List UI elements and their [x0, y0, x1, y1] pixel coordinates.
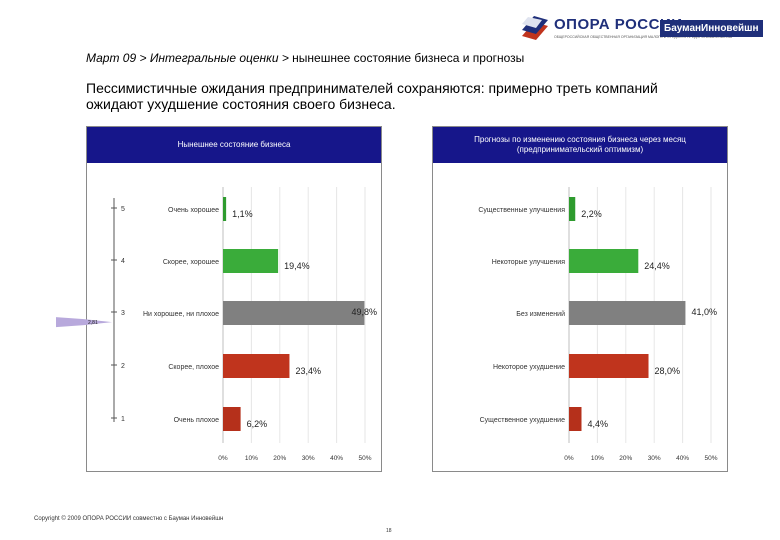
x-tick-label: 30% — [648, 455, 661, 462]
bar — [569, 354, 649, 378]
value-label: 19,4% — [284, 261, 310, 271]
breadcrumb-topic: нынешнее состояние бизнеса и прогнозы — [288, 51, 525, 65]
bar — [223, 197, 227, 221]
category-label: Существенное ухудшение — [480, 417, 565, 424]
logo-name: ОПОРА РОССИИ — [554, 16, 683, 33]
scale-label: 3 — [121, 310, 125, 317]
bar — [569, 197, 576, 221]
current-state-chart: Очень хорошее 1,1% Скорее, хорошее 19,4% Ни … — [143, 187, 377, 462]
x-tick-label: 0% — [564, 455, 574, 462]
x-tick-label: 10% — [245, 455, 258, 462]
x-tick-label: 0% — [218, 455, 228, 462]
bar — [223, 301, 365, 325]
current-state-title: Нынешнее состояние бизнеса — [87, 127, 381, 163]
scale-label: 1 — [121, 416, 125, 423]
current-state-panel: Нынешнее состояние бизнеса Очень хорошее… — [86, 126, 382, 472]
x-tick-label: 50% — [358, 455, 371, 462]
value-label: 49,8% — [351, 307, 377, 317]
bar — [569, 249, 639, 273]
value-label: 24,4% — [644, 261, 670, 271]
x-tick-label: 40% — [676, 455, 689, 462]
bar — [223, 407, 241, 431]
partner-logo: БауманИнновейшн — [660, 20, 763, 37]
category-label: Очень хорошее — [168, 207, 219, 214]
value-label: 2,2% — [581, 209, 602, 219]
category-label: Скорее, плохое — [168, 364, 219, 371]
value-label: 1,1% — [232, 209, 253, 219]
x-tick-label: 50% — [704, 455, 717, 462]
x-tick-label: 20% — [619, 455, 632, 462]
x-tick-label: 10% — [591, 455, 604, 462]
category-label: Скорее, хорошее — [163, 259, 219, 266]
logo-subtitle: ОБЩЕРОССИЙСКАЯ ОБЩЕСТВЕННАЯ ОРГАНИЗАЦИЯ … — [554, 35, 733, 39]
value-label: 4,4% — [587, 419, 608, 429]
breadcrumb-path: Март 09 > Интегральные оценки > — [86, 51, 289, 65]
copyright: Copyright © 2009 ОПОРА РОССИИ совместно … — [34, 516, 224, 522]
scale-label: 4 — [121, 258, 125, 265]
forecast-chart: Существенные улучшения 2,2% Некоторые улуч… — [478, 187, 718, 462]
value-label: 28,0% — [655, 366, 681, 376]
category-label: Ни хорошее, ни плохое — [143, 311, 219, 318]
category-label: Очень плохое — [174, 417, 220, 424]
bar — [569, 301, 686, 325]
x-tick-label: 30% — [302, 455, 315, 462]
value-label: 23,4% — [295, 366, 321, 376]
forecast-title: Прогнозы по изменению состояния бизнеса … — [433, 127, 727, 163]
forecast-panel: Прогнозы по изменению состояния бизнеса … — [432, 126, 728, 472]
category-label: Некоторое ухудшение — [493, 364, 565, 371]
breadcrumb: Март 09 > Интегральные оценки > нынешнее… — [86, 51, 524, 65]
score-marker — [56, 317, 112, 328]
page-number: 18 — [386, 528, 392, 534]
category-label: Без изменений — [516, 310, 565, 318]
flag-logo-icon — [522, 16, 548, 40]
page-headline: Пессимистичные ожидания предпринимателей… — [86, 80, 658, 112]
value-label: 6,2% — [247, 419, 268, 429]
bar — [223, 354, 290, 378]
score-marker-label: 2,81 — [88, 320, 98, 326]
value-label: 41,0% — [691, 307, 717, 317]
x-tick-label: 20% — [273, 455, 286, 462]
bar — [223, 249, 279, 273]
category-label: Некоторые улучшения — [492, 259, 565, 266]
scale-label: 5 — [121, 206, 125, 213]
score-scale: 5 4 3 2 1 2,81 — [56, 198, 125, 423]
opora-logo: ОПОРА РОССИИ ОБЩЕРОССИЙСКАЯ ОБЩЕСТВЕННАЯ… — [520, 14, 763, 58]
scale-label: 2 — [121, 363, 125, 370]
bar — [569, 407, 582, 431]
category-label: Существенные улучшения — [478, 207, 565, 214]
x-tick-label: 40% — [330, 455, 343, 462]
